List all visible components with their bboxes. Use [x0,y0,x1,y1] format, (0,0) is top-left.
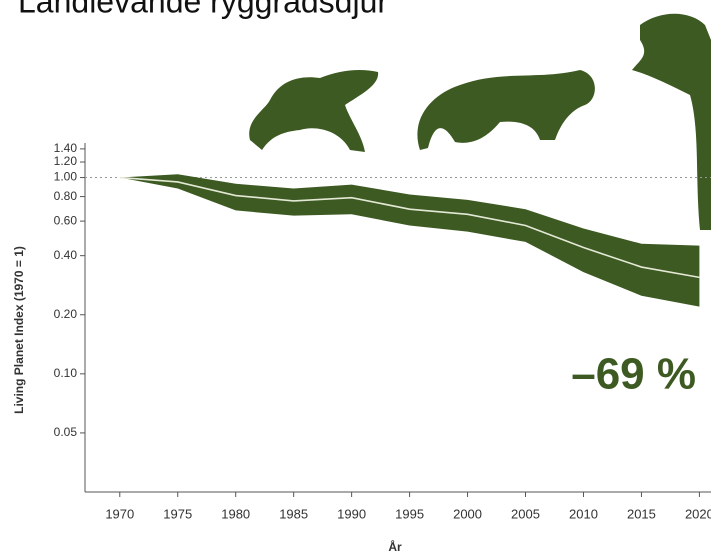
x-tick-label: 1985 [279,506,308,521]
monkey-silhouette [632,14,711,230]
x-tick-label: 2005 [511,506,540,521]
x-tick-label: 1995 [395,506,424,521]
y-tick-label: 1.00 [54,170,78,184]
x-tick-label: 1980 [221,506,250,521]
x-tick-label: 2010 [569,506,598,521]
y-tick-label: 1.40 [54,141,78,155]
chart-title: Landlevande ryggradsdjur [18,0,388,19]
x-axis-label: År [388,539,402,554]
x-tick-label: 2000 [453,506,482,521]
x-tick-label: 2020 [685,506,711,521]
confidence-band [120,174,700,306]
y-tick-label: 0.40 [54,248,78,262]
y-tick-label: 0.60 [54,213,78,227]
x-tick-label: 2015 [627,506,656,521]
y-tick-label: 0.20 [54,307,78,321]
x-tick-label: 1990 [337,506,366,521]
x-tick-label: 1970 [105,506,134,521]
y-tick-label: 0.10 [54,366,78,380]
y-axis-label: Living Planet Index (1970 = 1) [12,246,26,414]
y-tick-label: 0.80 [54,189,78,203]
y-tick-label: 1.20 [54,154,78,168]
x-tick-label: 1975 [163,506,192,521]
iguana-silhouette [249,70,378,152]
cat-silhouette [417,70,595,150]
chart: Landlevande ryggradsdjur Living Planet I… [0,0,711,555]
annotation: –69 % [571,350,696,399]
y-tick-label: 0.05 [54,425,78,439]
